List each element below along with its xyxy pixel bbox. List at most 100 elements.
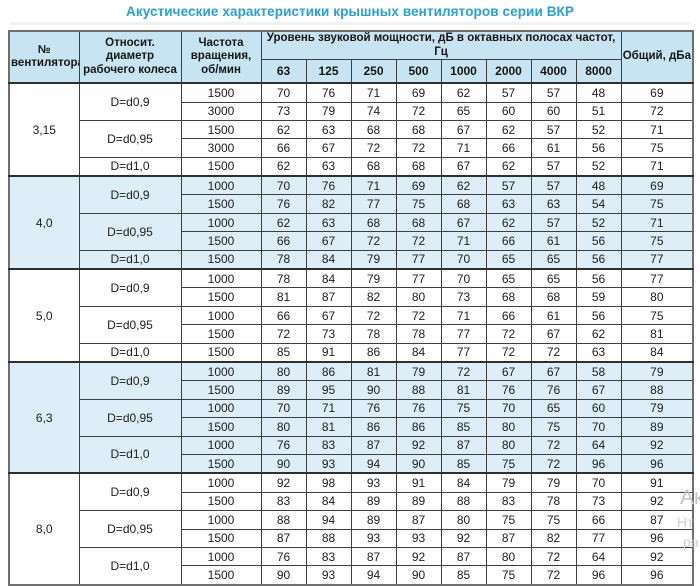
total-dba-cell: 75 [620,231,694,251]
level-cell-63hz: 66 [260,231,307,251]
diameter-cell: D=d1,0 [78,342,182,363]
level-cell-8000hz: 77 [575,528,622,548]
table-row: 1500 76 82 77 75 68 63 63 54 75 [9,194,694,214]
table-row: 1500 80 81 86 86 85 80 75 70 89 [9,417,694,437]
level-cell-500hz: 77 [395,268,442,289]
diameter-cell: D=d0,95 [78,212,182,251]
level-cell-125hz: 67 [305,231,352,251]
header-frequency-250: 250 [350,59,397,84]
level-cell-4000hz: 65 [530,268,577,289]
table-row: D=d0,95 1000 88 94 89 87 80 75 75 66 87 [9,510,694,548]
diameter-cell: D=d0,95 [78,119,182,158]
header-sound-power: Уровень звуковой мощности, дБ в октавных… [260,30,622,61]
level-cell-63hz: 70 [260,82,307,103]
level-cell-125hz: 95 [305,380,352,400]
header-speed: Частота вращения, об/мин [180,30,262,84]
level-cell-2000hz: 63 [485,194,532,214]
level-cell-4000hz: 72 [530,453,577,474]
level-cell-63hz: 73 [260,101,307,121]
speed-cell: 1000 [180,305,262,326]
level-cell-1000hz: 62 [440,82,487,103]
level-cell-500hz: 93 [395,528,442,548]
diameter-cell: D=d0,95 [78,510,182,548]
level-cell-63hz: 76 [260,194,307,214]
level-cell-2000hz: 62 [485,119,532,140]
table-row: D=d1,0 1500 62 63 68 68 67 62 57 52 71 [9,156,694,177]
level-cell-4000hz: 61 [530,138,577,158]
table-row: 3000 66 67 72 72 71 66 61 56 75 [9,138,694,158]
level-cell-63hz: 66 [260,305,307,326]
level-cell-1000hz: 88 [440,491,487,512]
level-cell-4000hz: 57 [530,119,577,140]
level-cell-250hz: 68 [350,119,397,140]
level-cell-250hz: 81 [350,360,397,382]
level-cell-250hz: 71 [350,82,397,103]
level-cell-4000hz: 72 [530,546,577,567]
level-cell-500hz: 90 [395,453,442,474]
level-cell-1000hz: 70 [440,268,487,289]
level-cell-2000hz: 65 [485,268,532,289]
table-header: № вентилятора Относит. диаметр рабочего … [8,30,694,84]
level-cell-8000hz: 64 [575,435,622,455]
level-cell-500hz: 89 [395,491,442,512]
level-cell-4000hz: 57 [530,82,577,103]
total-dba-cell: 92 [620,435,694,455]
level-cell-1000hz: 77 [440,324,487,344]
speed-cell: 1500 [180,287,262,307]
level-cell-500hz: 75 [395,194,442,214]
total-dba-cell: 79 [620,398,694,419]
level-cell-250hz: 93 [350,472,397,493]
total-dba-cell: 84 [620,342,694,363]
level-cell-500hz: 72 [395,138,442,158]
level-cell-2000hz: 79 [485,472,532,493]
speed-cell: 1500 [180,342,262,363]
total-dba-cell: 80 [620,287,694,307]
speed-cell: 1000 [180,510,262,530]
level-cell-2000hz: 57 [485,82,532,103]
total-dba-cell: 71 [620,212,694,233]
level-cell-250hz: 86 [350,417,397,437]
speed-cell: 3000 [180,101,262,121]
level-cell-125hz: 84 [305,249,352,270]
level-cell-125hz: 84 [305,268,352,289]
level-cell-8000hz: 96 [575,565,622,586]
table-row: D=d1,0 1500 78 84 79 77 70 65 65 56 77 [9,249,694,270]
level-cell-2000hz: 75 [485,565,532,586]
level-cell-4000hz: 65 [530,249,577,270]
level-cell-500hz: 69 [395,175,442,196]
table-row: 3000 73 79 74 72 65 60 60 51 72 [9,101,694,121]
level-cell-8000hz: 54 [575,194,622,214]
diameter-cell: D=d0,9 [78,268,182,307]
level-cell-500hz: 88 [395,380,442,400]
speed-cell: 1500 [180,491,262,512]
level-cell-8000hz: 66 [575,510,622,530]
level-cell-8000hz: 63 [575,342,622,363]
table-row: 8,0 D=d0,9 1000 92 98 93 91 84 79 79 70 91 [8,472,694,586]
level-cell-2000hz: 87 [485,528,532,548]
level-cell-63hz: 62 [260,212,307,233]
speed-cell: 1000 [180,546,262,567]
total-dba-cell: 69 [620,82,694,103]
level-cell-4000hz: 61 [530,305,577,326]
speed-cell: 1000 [180,398,262,419]
level-cell-1000hz: 75 [440,398,487,419]
level-cell-63hz: 87 [260,528,307,548]
level-cell-1000hz: 84 [440,472,487,493]
level-cell-250hz: 78 [350,324,397,344]
level-cell-2000hz: 66 [485,138,532,158]
level-cell-250hz: 90 [350,380,397,400]
table-row: D=d0,95 1000 70 71 76 76 75 70 65 60 79 [9,398,694,437]
level-cell-8000hz: 56 [575,249,622,270]
level-cell-8000hz: 67 [575,380,622,400]
level-cell-125hz: 63 [305,119,352,140]
level-cell-4000hz: 57 [530,156,577,177]
total-dba-cell: 91 [620,472,694,493]
level-cell-1000hz: 62 [440,175,487,196]
level-cell-63hz: 66 [260,138,307,158]
level-cell-2000hz: 62 [485,212,532,233]
level-cell-4000hz: 57 [530,212,577,233]
level-cell-63hz: 90 [260,565,307,586]
level-cell-4000hz: 68 [530,287,577,307]
level-cell-2000hz: 66 [485,305,532,326]
level-cell-8000hz: 52 [575,156,622,177]
